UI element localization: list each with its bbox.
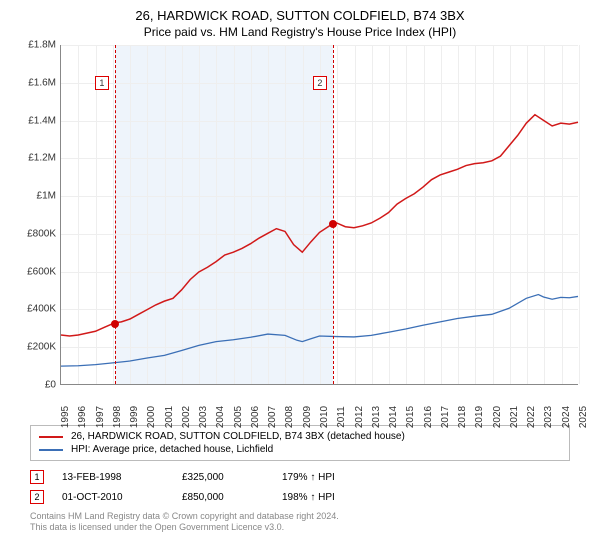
legend-swatch — [39, 449, 63, 451]
x-tick-label: 2011 — [336, 406, 347, 428]
x-tick-label: 2014 — [388, 406, 399, 428]
y-tick-label: £1M — [37, 191, 56, 202]
legend-label: HPI: Average price, detached house, Lich… — [71, 444, 273, 455]
transaction-vline — [115, 45, 116, 384]
legend: 26, HARDWICK ROAD, SUTTON COLDFIELD, B74… — [30, 425, 570, 461]
x-tick-label: 2010 — [319, 406, 330, 428]
x-tick-label: 2017 — [440, 406, 451, 428]
y-tick-label: £0 — [45, 380, 56, 391]
transaction-row-date: 01-OCT-2010 — [62, 492, 182, 503]
x-tick-label: 1996 — [77, 406, 88, 428]
transaction-row-date: 13-FEB-1998 — [62, 472, 182, 483]
x-tick-label: 2002 — [181, 406, 192, 428]
x-tick-label: 2003 — [198, 406, 209, 428]
transaction-row-hpi: 179% ↑ HPI — [282, 472, 382, 483]
credits-line2: This data is licensed under the Open Gov… — [30, 522, 570, 533]
x-tick-label: 2015 — [405, 406, 416, 428]
chart-area: £0 £200K £400K £600K £800K £1M £1.2M £1.4M £1.6M… — [18, 45, 578, 425]
x-tick-label: 2020 — [492, 406, 503, 428]
transaction-row-marker: 1 — [30, 470, 44, 484]
x-tick-label: 2007 — [267, 406, 278, 428]
x-tick-label: 1995 — [60, 406, 71, 428]
transaction-marker: 1 — [95, 76, 109, 90]
legend-item: HPI: Average price, detached house, Lich… — [39, 443, 561, 456]
legend-swatch — [39, 436, 63, 438]
x-tick-label: 2021 — [509, 406, 520, 428]
x-tick-label: 2013 — [371, 406, 382, 428]
transaction-row-price: £325,000 — [182, 472, 282, 483]
legend-label: 26, HARDWICK ROAD, SUTTON COLDFIELD, B74… — [71, 431, 405, 442]
transaction-row: 2 01-OCT-2010£850,000198% ↑ HPI — [30, 487, 570, 507]
y-axis-labels: £0£200K£400K£600K£800K£1M£1.2M£1.4M£1.6M… — [18, 45, 60, 385]
transaction-marker: 2 — [313, 76, 327, 90]
x-tick-label: 2004 — [215, 406, 226, 428]
gridline-v — [579, 45, 580, 384]
x-tick-label: 2012 — [354, 406, 365, 428]
x-tick-label: 2008 — [284, 406, 295, 428]
x-tick-label: 2016 — [423, 406, 434, 428]
transaction-point — [329, 220, 337, 228]
y-tick-label: £400K — [27, 304, 56, 315]
x-axis-labels: 1995 1996 1997 1998 1999 2000 2001 2002 2003 2004… — [60, 387, 578, 425]
y-tick-label: £800K — [27, 228, 56, 239]
x-tick-label: 2024 — [561, 406, 572, 428]
series-hpi — [61, 295, 578, 367]
series-price_paid — [61, 115, 578, 336]
transaction-point — [111, 320, 119, 328]
transaction-row-hpi: 198% ↑ HPI — [282, 492, 382, 503]
y-tick-label: £1.4M — [28, 115, 56, 126]
transaction-table: 1 13-FEB-1998£325,000179% ↑ HPI 2 01-OCT-20… — [30, 467, 570, 507]
y-tick-label: £1.2M — [28, 153, 56, 164]
credits: Contains HM Land Registry data © Crown c… — [30, 511, 570, 534]
x-tick-label: 2005 — [233, 406, 244, 428]
y-tick-label: £1.6M — [28, 77, 56, 88]
x-tick-label: 2022 — [526, 406, 537, 428]
transaction-row: 1 13-FEB-1998£325,000179% ↑ HPI — [30, 467, 570, 487]
y-tick-label: £200K — [27, 342, 56, 353]
chart-title-line1: 26, HARDWICK ROAD, SUTTON COLDFIELD, B74… — [10, 8, 590, 23]
legend-item: 26, HARDWICK ROAD, SUTTON COLDFIELD, B74… — [39, 430, 561, 443]
x-tick-label: 2019 — [474, 406, 485, 428]
transaction-row-marker: 2 — [30, 490, 44, 504]
x-tick-label: 2006 — [250, 406, 261, 428]
y-tick-label: £600K — [27, 266, 56, 277]
x-tick-label: 1999 — [129, 406, 140, 428]
series-svg — [61, 45, 578, 384]
x-tick-label: 2000 — [146, 406, 157, 428]
plot-area: 12 — [60, 45, 578, 385]
transaction-vline — [333, 45, 334, 384]
x-tick-label: 2001 — [164, 406, 175, 428]
y-tick-label: £1.8M — [28, 40, 56, 51]
x-tick-label: 2018 — [457, 406, 468, 428]
x-tick-label: 1998 — [112, 406, 123, 428]
x-tick-label: 2009 — [302, 406, 313, 428]
chart-title-line2: Price paid vs. HM Land Registry's House … — [10, 25, 590, 39]
x-tick-label: 2025 — [578, 406, 589, 428]
credits-line1: Contains HM Land Registry data © Crown c… — [30, 511, 570, 522]
x-tick-label: 1997 — [95, 406, 106, 428]
transaction-row-price: £850,000 — [182, 492, 282, 503]
x-tick-label: 2023 — [543, 406, 554, 428]
